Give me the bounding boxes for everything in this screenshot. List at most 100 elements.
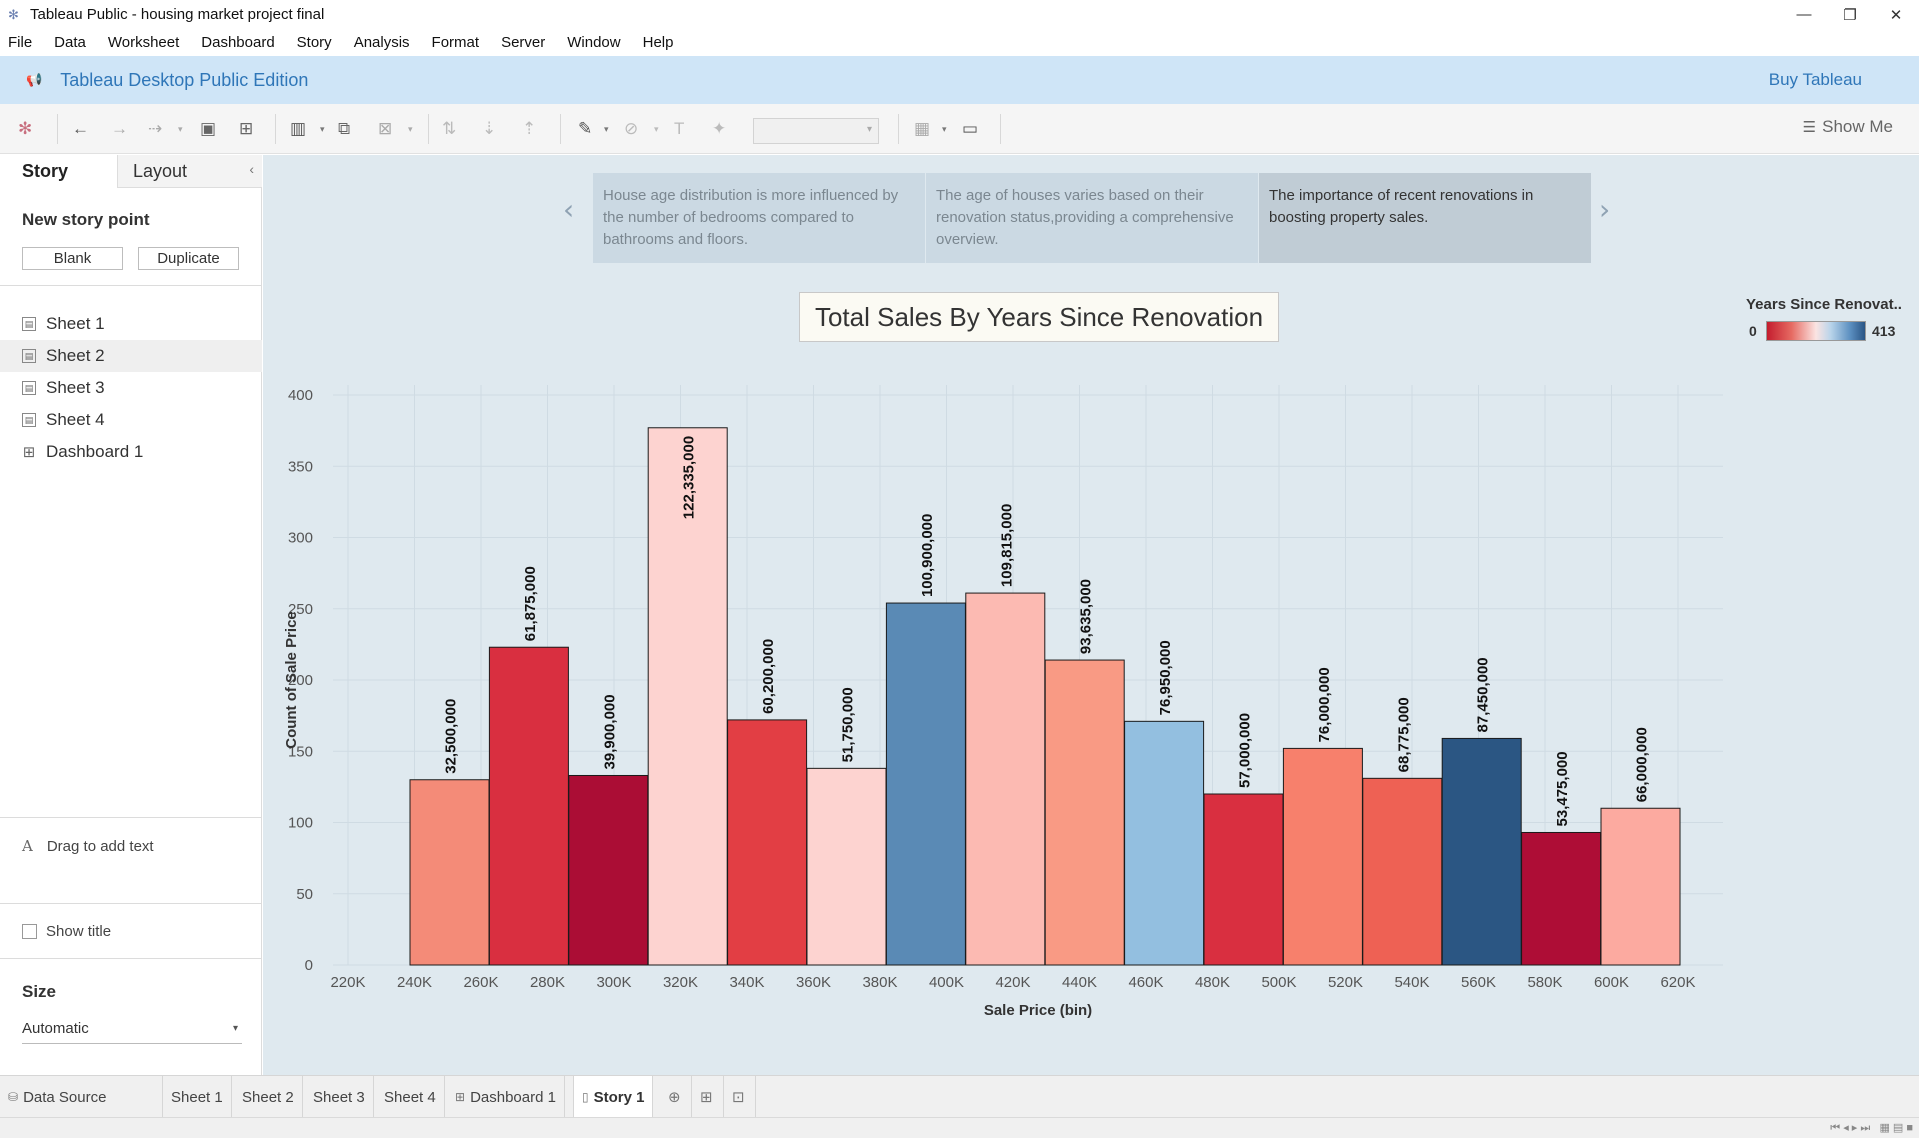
drag-to-add-text[interactable]: A Drag to add text <box>22 837 154 855</box>
bar <box>885 602 966 966</box>
menu-data[interactable]: Data <box>54 34 86 51</box>
tab-layout[interactable]: Layout ‹ <box>117 155 262 188</box>
new-worksheet-icon[interactable]: ▥ <box>290 119 307 138</box>
story-point-caption-3[interactable]: The importance of recent renovations in … <box>1259 173 1591 263</box>
collapse-icon[interactable]: ‹ <box>249 161 254 177</box>
tab-data-source[interactable]: ⛁ Data Source <box>0 1076 163 1118</box>
sheet-item-sheet-3[interactable]: ▤ Sheet 3 <box>0 372 262 404</box>
show-title-checkbox[interactable]: Show title <box>22 923 111 940</box>
show-me-button[interactable]: ☰ Show Me <box>1803 117 1893 137</box>
y-tick-label: 250 <box>288 601 313 618</box>
tab-story[interactable]: Story <box>0 155 117 188</box>
restore-icon[interactable]: ❐ <box>1843 6 1857 24</box>
bar-data-label: 122,335,000 <box>681 436 698 519</box>
window-title: Tableau Public - housing market project … <box>30 6 325 23</box>
menu-worksheet[interactable]: Worksheet <box>107 34 180 51</box>
tab-dashboard-1[interactable]: ⊞ Dashboard 1 <box>447 1076 565 1118</box>
bar <box>1203 793 1284 966</box>
tab-label: Sheet 1 <box>171 1088 223 1106</box>
duplicate-button[interactable]: Duplicate <box>138 247 239 270</box>
tab-sheet-1[interactable]: Sheet 1 <box>163 1076 232 1118</box>
show-hide-cards-icon[interactable]: ▦ <box>914 119 931 138</box>
cards-dropdown-icon[interactable]: ▾ <box>942 123 947 134</box>
menu-format[interactable]: Format <box>431 34 480 51</box>
sheet-item-sheet-1[interactable]: ▤ Sheet 1 <box>0 308 262 340</box>
group-dropdown-icon[interactable]: ▾ <box>654 123 659 134</box>
undo-icon[interactable]: ← <box>72 119 89 138</box>
previous-story-point-icon[interactable]: ‹ <box>563 193 575 226</box>
highlight-icon[interactable]: ✎ <box>578 119 593 138</box>
bar-data-label: 57,000,000 <box>1237 713 1254 788</box>
new-dashboard-tab-icon[interactable]: ⊞ <box>692 1076 724 1118</box>
dashboard-icon: ⊞ <box>22 444 36 461</box>
checkbox-icon[interactable] <box>22 924 37 939</box>
story-point-caption-2[interactable]: The age of houses varies based on their … <box>926 173 1258 263</box>
menu-server[interactable]: Server <box>501 34 546 51</box>
bar <box>1124 720 1205 966</box>
presentation-mode-icon[interactable]: ▭ <box>962 119 979 138</box>
x-tick-label: 580K <box>1527 974 1562 991</box>
buy-tableau-link[interactable]: Buy Tableau <box>1768 70 1862 89</box>
highlight-dropdown-icon[interactable]: ▾ <box>604 123 609 134</box>
size-select[interactable]: Automatic ▾ <box>22 1020 242 1044</box>
bar-data-label: 53,475,000 <box>1554 751 1571 826</box>
replay-dropdown-icon[interactable]: ▾ <box>178 123 183 134</box>
swap-axes-icon[interactable]: ⇅ <box>442 119 457 138</box>
duplicate-sheet-icon[interactable]: ⧉ <box>338 119 351 138</box>
menu-dashboard[interactable]: Dashboard <box>201 34 275 51</box>
worksheet-icon: ▤ <box>22 317 36 331</box>
save-icon[interactable]: ▣ <box>200 119 217 138</box>
clear-dropdown-icon[interactable]: ▾ <box>408 123 413 134</box>
replay-icon[interactable]: ⇢ <box>148 119 163 138</box>
status-navigation-icons[interactable]: ⏮ ◂ ▸ ⏭ ▦ ▤ ■ <box>1830 1122 1913 1134</box>
story-point-caption-1[interactable]: House age distribution is more influence… <box>593 173 925 263</box>
tableau-logo-icon: ✻ <box>8 6 19 22</box>
bar-data-label: 39,900,000 <box>601 694 618 769</box>
fit-dropdown[interactable]: ▾ <box>753 118 879 144</box>
x-tick-label: 520K <box>1328 974 1363 991</box>
clear-sheet-icon[interactable]: ⊠ <box>378 119 393 138</box>
menu-help[interactable]: Help <box>642 34 674 51</box>
new-story-tab-icon[interactable]: ⊡ <box>724 1076 756 1118</box>
new-story-point-heading: New story point <box>22 210 150 229</box>
y-axis-title: Count of Sale Price <box>283 611 300 749</box>
redo-icon[interactable]: → <box>111 119 128 138</box>
sheet-item-dashboard-1[interactable]: ⊞ Dashboard 1 <box>0 436 262 468</box>
close-icon[interactable]: ✕ <box>1889 6 1903 24</box>
menu-analysis[interactable]: Analysis <box>353 34 410 51</box>
tab-label: Data Source <box>23 1088 107 1106</box>
show-me-icon: ☰ <box>1802 119 1817 136</box>
y-tick-label: 0 <box>305 957 313 974</box>
x-tick-label: 480K <box>1195 974 1230 991</box>
legend-title: Years Since Renovat.. <box>1746 296 1902 313</box>
tableau-home-icon[interactable]: ✻ <box>18 119 33 138</box>
tab-sheet-4[interactable]: Sheet 4 <box>376 1076 445 1118</box>
sort-descending-icon[interactable]: ⇡ <box>522 119 537 138</box>
menu-window[interactable]: Window <box>567 34 621 51</box>
bar-data-label: 100,900,000 <box>919 514 936 597</box>
tab-sheet-3[interactable]: Sheet 3 <box>305 1076 374 1118</box>
new-worksheet-tab-icon[interactable]: ⊕ <box>660 1076 692 1118</box>
bar-chart[interactable]: 0 50 100 150 200 250 300 350 400 220K 240K 260K 280K… <box>263 275 1733 1075</box>
blank-button[interactable]: Blank <box>22 247 123 270</box>
tab-story-1[interactable]: ▯ Story 1 <box>573 1076 654 1118</box>
sheet-item-sheet-2[interactable]: ▤ Sheet 2 <box>0 340 262 372</box>
chevron-down-icon: ▾ <box>232 1023 238 1034</box>
sort-ascending-icon[interactable]: ⇣ <box>482 119 497 138</box>
tab-sheet-2[interactable]: Sheet 2 <box>234 1076 303 1118</box>
next-story-point-icon[interactable]: › <box>1599 193 1611 226</box>
menu-file[interactable]: File <box>8 34 33 51</box>
new-data-source-icon[interactable]: ⊞ <box>239 119 254 138</box>
panel-divider <box>0 285 262 286</box>
menu-story[interactable]: Story <box>296 34 332 51</box>
fix-axes-icon[interactable]: ✦ <box>712 119 727 138</box>
new-worksheet-dropdown-icon[interactable]: ▾ <box>320 123 325 134</box>
color-legend-gradient[interactable] <box>1766 321 1866 341</box>
show-me-label: Show Me <box>1822 117 1893 136</box>
bar-data-label: 32,500,000 <box>443 699 460 774</box>
show-mark-labels-icon[interactable]: T <box>674 119 685 138</box>
minimize-icon[interactable]: — <box>1796 6 1812 23</box>
bar <box>1282 747 1363 966</box>
group-members-icon[interactable]: ⊘ <box>624 119 639 138</box>
sheet-item-sheet-4[interactable]: ▤ Sheet 4 <box>0 404 262 436</box>
